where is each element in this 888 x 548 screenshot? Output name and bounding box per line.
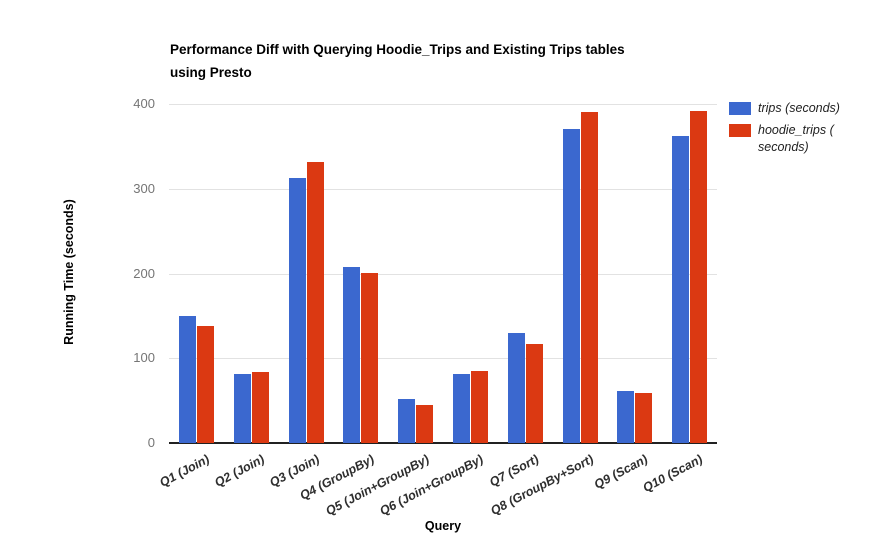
bar-trips-4 (343, 266, 361, 443)
bar-trips-8 (562, 128, 580, 443)
x-axis-line (169, 442, 717, 444)
x-category-label-2: Q2 (Join) (212, 452, 267, 490)
bar-hoodie-trips-8 (580, 112, 598, 443)
bar-trips-6 (452, 374, 470, 443)
chart-title: Performance Diff with Querying Hoodie_Tr… (170, 38, 750, 84)
bar-hoodie-trips-7 (525, 343, 543, 443)
bar-hoodie-trips-6 (470, 370, 488, 443)
y-tick-label-100: 100 (133, 350, 155, 366)
gridline-300 (169, 188, 717, 190)
bar-hoodie-trips-10 (690, 110, 708, 443)
x-category-label-6: Q6 (Join+GroupBy) (377, 452, 486, 519)
bar-hoodie-trips-1 (196, 326, 214, 443)
bar-hoodie-trips-4 (361, 272, 379, 443)
legend-label-hoodie-trips-line-1: hoodie_trips ( (758, 123, 834, 137)
bar-hoodie-trips-2 (251, 371, 269, 443)
gridline-400 (169, 104, 717, 105)
bar-trips-2 (233, 374, 251, 443)
legend-item-hoodie-trips: hoodie_trips ( seconds) (729, 122, 840, 156)
x-category-label-8: Q8 (GroupBy+Sort) (488, 452, 596, 518)
bar-hoodie-trips-3 (306, 162, 324, 443)
bar-trips-9 (617, 391, 635, 443)
x-category-label-10: Q10 (Scan) (640, 452, 706, 496)
bar-trips-7 (507, 332, 525, 443)
chart-title-line-1: Performance Diff with Querying Hoodie_Tr… (170, 42, 625, 57)
x-category-label-1: Q1 (Join) (157, 452, 212, 490)
legend-swatch-trips (729, 102, 751, 115)
y-tick-label-400: 400 (133, 96, 155, 111)
gridline-200 (169, 273, 717, 275)
legend-swatch-hoodie-trips (729, 124, 751, 137)
bar-trips-5 (398, 398, 416, 443)
legend-label-trips-line-1: trips (seconds) (758, 101, 840, 115)
y-tick-label-0: 0 (147, 435, 155, 450)
legend-item-trips: trips (seconds) (729, 100, 840, 117)
y-axis-title: Running Time (seconds) (62, 199, 76, 345)
chart-title-line-2: using Presto (170, 65, 252, 80)
legend-label-hoodie-trips: hoodie_trips ( seconds) (758, 122, 834, 156)
bar-trips-10 (672, 136, 690, 443)
x-axis-title: Query (424, 519, 462, 533)
y-tick-label-200: 200 (133, 265, 155, 281)
bar-trips-3 (288, 177, 306, 443)
legend-label-trips: trips (seconds) (758, 100, 840, 117)
bar-hoodie-trips-5 (416, 404, 434, 443)
y-tick-label-300: 300 (133, 180, 155, 196)
bar-trips-1 (178, 315, 196, 443)
bar-hoodie-trips-9 (635, 392, 653, 443)
legend-label-hoodie-trips-line-2: seconds) (758, 140, 809, 154)
legend: trips (seconds) hoodie_trips ( seconds) (729, 100, 840, 161)
gridline-100 (169, 358, 717, 360)
